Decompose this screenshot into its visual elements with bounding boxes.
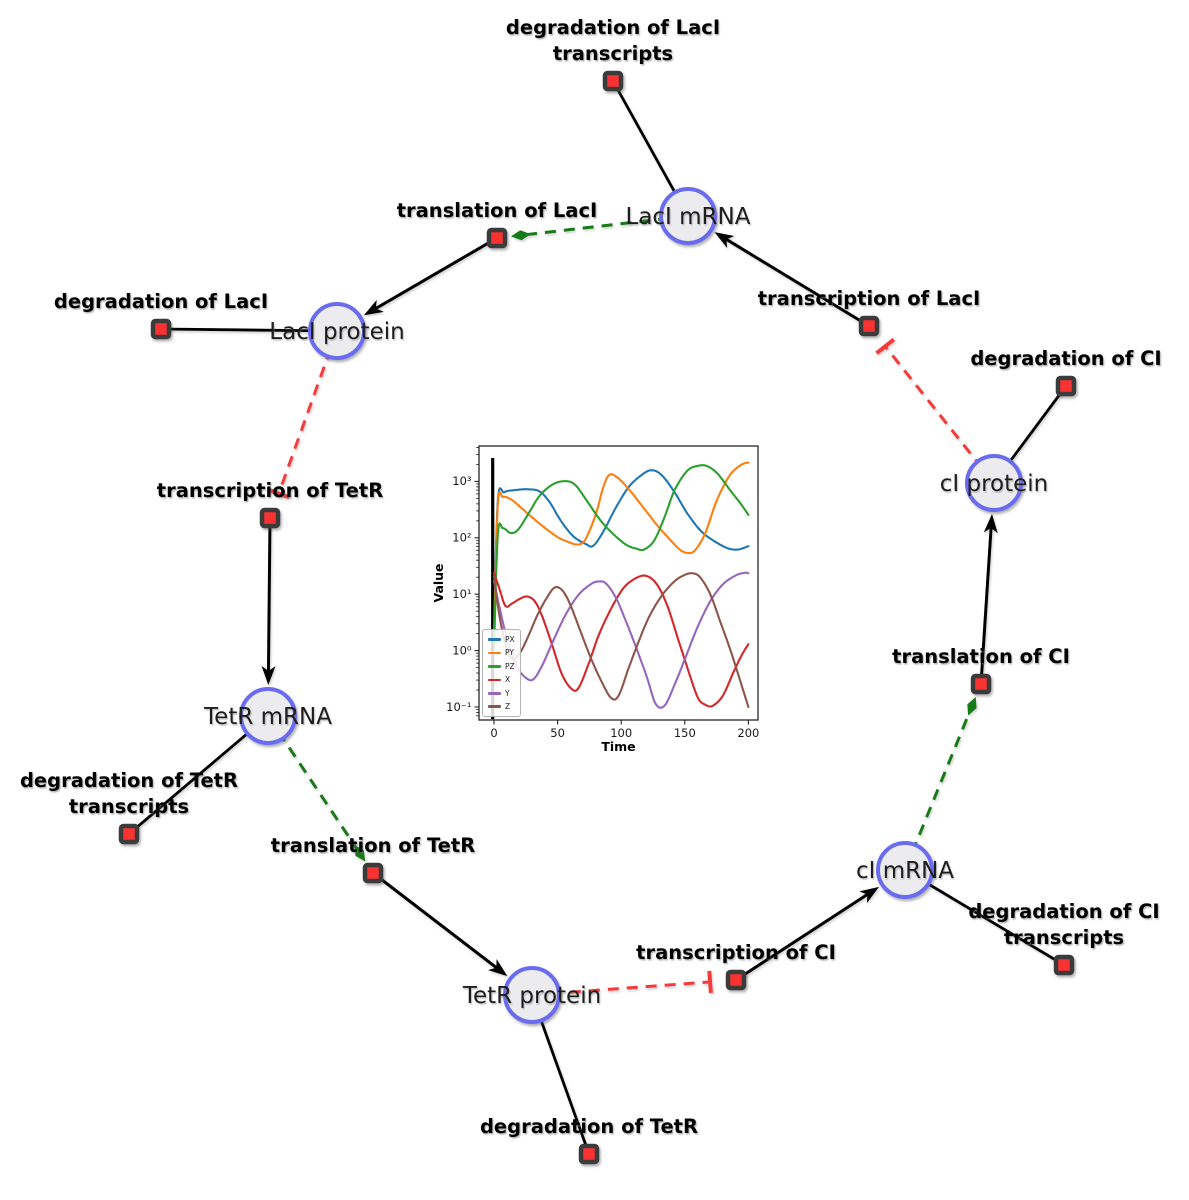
edge-product-transcription-ci--ci-mrna [735, 886, 880, 982]
reaction-node-translation-ci[interactable] [970, 673, 992, 695]
legend-entry-PX: PX [488, 633, 515, 646]
edge-reactant-ci-mrna--deg-ci-transcripts [904, 868, 1065, 967]
edge-inhibition-ci-protein--transcription-laci [875, 337, 996, 484]
y-tick-label: 10¹ [452, 587, 471, 601]
legend-swatch-icon [488, 651, 501, 655]
reaction-node-deg-ci-transcripts[interactable] [1053, 954, 1075, 976]
y-tick-label: 10⁰ [452, 643, 472, 657]
legend-label: PY [505, 648, 514, 658]
legend-swatch-icon [488, 665, 501, 668]
timeseries-plot: 0 50 100 150 200 10⁻¹ 10⁰ 10¹ 10² 10³ Time Value PX… [430, 437, 775, 767]
inhibition-bar-icon [707, 970, 713, 994]
arrowhead-icon [859, 886, 880, 904]
species-node-tetr-mrna[interactable] [239, 687, 297, 745]
x-tick-label: 200 [737, 726, 759, 740]
x-tick-label: 100 [610, 726, 632, 740]
modifier-arrowhead-icon [354, 844, 366, 862]
reaction-node-degradation-tetr[interactable] [578, 1143, 600, 1165]
arrowhead-icon [983, 513, 998, 534]
modifier-arrowhead-icon [510, 230, 531, 241]
reaction-node-translation-tetr[interactable] [362, 862, 384, 884]
species-node-ci-protein[interactable] [965, 454, 1023, 512]
inhibition-bar-icon [875, 337, 896, 355]
arrowhead-icon [714, 232, 735, 248]
series-line-PZ [492, 464, 750, 652]
node-layer [118, 70, 1077, 1165]
edge-product-transcription-tetr--tetr-mrna [261, 517, 276, 686]
edge-product-translation-tetr--tetr-protein [372, 871, 508, 977]
edge-inhibition-tetr-protein--transcription-ci [531, 970, 713, 997]
legend-label: Z [505, 701, 511, 711]
arrowhead-icon [363, 299, 384, 316]
legend-entry-X: X [488, 673, 515, 686]
species-node-laci-mrna[interactable] [659, 187, 717, 245]
legend-entry-Y: Y [488, 687, 515, 700]
y-tick-label: 10⁻¹ [446, 700, 471, 714]
legend-swatch-icon [488, 705, 501, 708]
x-tick-label: 50 [550, 726, 565, 740]
y-tick-label: 10³ [452, 474, 472, 488]
legend-entry-Z: Z [488, 700, 515, 713]
x-tick-label: 0 [490, 726, 497, 740]
reaction-node-deg-laci-transcripts[interactable] [602, 70, 624, 92]
legend-entry-PZ: PZ [488, 660, 515, 673]
plot-area [478, 445, 759, 721]
inhibition-bar-icon [267, 487, 290, 500]
legend-label: PZ [505, 661, 515, 671]
modifier-arrowhead-icon [967, 696, 977, 716]
series-line-PX [492, 469, 750, 635]
series-line-PY [492, 461, 750, 642]
reaction-node-transcription-laci[interactable] [858, 315, 880, 337]
legend-entry-PY: PY [488, 646, 515, 659]
edge-reactant-laci-protein--degradation-laci [160, 327, 338, 333]
y-tick-label: 10² [452, 531, 471, 545]
edge-product-translation-ci--ci-protein [979, 513, 998, 685]
reaction-node-degradation-laci[interactable] [150, 318, 172, 340]
y-axis-title: Value [431, 563, 446, 602]
legend-swatch-icon [488, 678, 501, 682]
legend-swatch-icon [488, 691, 501, 695]
reaction-node-deg-tetr-transcripts[interactable] [118, 823, 140, 845]
species-node-ci-mrna[interactable] [876, 841, 934, 899]
arrowhead-icon [261, 665, 276, 686]
x-tick-label: 150 [674, 726, 696, 740]
legend-swatch-icon [488, 638, 501, 641]
reaction-node-transcription-tetr[interactable] [259, 507, 281, 529]
legend-label: PX [505, 634, 515, 644]
x-axis-title: Time [601, 739, 635, 754]
chart-canvas: 0 50 100 150 200 10⁻¹ 10⁰ 10¹ 10² 10³ Time Value [431, 445, 759, 754]
reaction-node-translation-laci[interactable] [486, 227, 508, 249]
reaction-node-degradation-ci[interactable] [1055, 375, 1077, 397]
edge-product-transcription-laci--laci-mrna [714, 232, 870, 328]
series-line-Z [492, 572, 750, 709]
legend-label: Y [505, 688, 510, 698]
legend-label: X [505, 675, 511, 685]
edge-product-translation-laci--laci-protein [363, 236, 498, 316]
edge-reactant-tetr-mrna--deg-tetr-transcripts [128, 714, 269, 836]
species-node-laci-protein[interactable] [308, 302, 366, 360]
arrowhead-icon [488, 959, 508, 977]
series-line-Y [492, 571, 750, 709]
species-node-tetr-protein[interactable] [503, 966, 561, 1024]
chart-legend: PX PY PZ X Y Z [482, 629, 521, 718]
reaction-node-transcription-ci[interactable] [725, 969, 747, 991]
series-line-X [492, 571, 750, 708]
